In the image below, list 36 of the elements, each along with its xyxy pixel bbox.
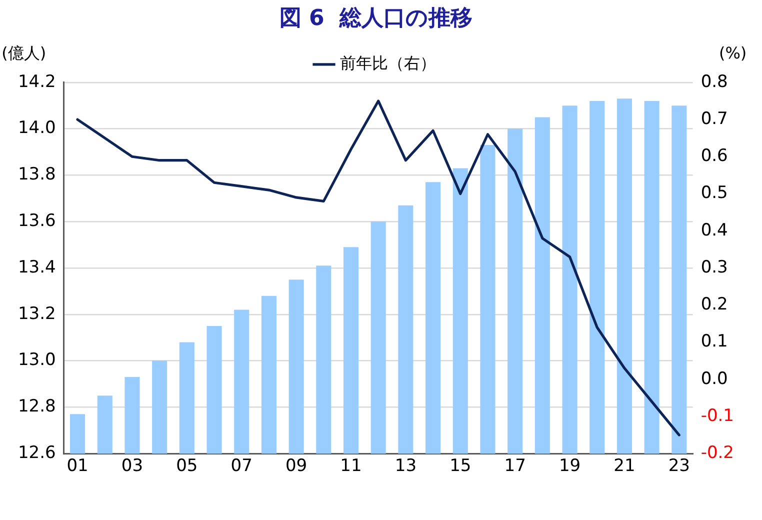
x-tick-label: 07 <box>230 456 252 476</box>
y2-tick-label: -0.1 <box>700 406 734 426</box>
y-tick-label: 12.8 <box>18 396 56 417</box>
x-tick-label: 09 <box>285 456 308 476</box>
y2-tick-label: 0.1 <box>700 332 728 352</box>
x-tick-label: 05 <box>176 456 198 476</box>
x-tick-label: 11 <box>340 456 362 476</box>
x-tick-label: 03 <box>121 456 144 476</box>
y-tick-label: 13.2 <box>18 304 56 324</box>
x-tick-label: 17 <box>504 456 526 476</box>
y-tick-label: 13.8 <box>18 164 56 185</box>
y2-tick-label: 0.5 <box>700 183 728 204</box>
y2-tick-label: 0.7 <box>700 108 728 129</box>
chart-title: 図 6 総人口の推移 <box>279 6 473 31</box>
y-tick-label: 14.2 <box>18 72 56 92</box>
y-tick-label: 13.0 <box>18 350 56 370</box>
y2-tick-label: 0.2 <box>700 294 728 315</box>
y-tick-label: 12.6 <box>18 443 56 464</box>
y-tick-label: 13.4 <box>18 257 56 278</box>
x-tick-label: 23 <box>668 456 690 476</box>
y2-axis-title: (%) <box>718 44 747 63</box>
x-tick-label: 15 <box>450 456 472 476</box>
y2-tick-label: 0.4 <box>700 220 728 240</box>
y-tick-label: 14.0 <box>18 118 56 138</box>
x-tick-label: 01 <box>66 456 88 476</box>
y2-tick-label: -0.2 <box>700 443 734 464</box>
y-tick-label: 13.6 <box>18 211 56 232</box>
y2-tick-label: 0.6 <box>700 146 728 166</box>
x-tick-label: 13 <box>394 456 417 476</box>
y2-tick-label: 0.0 <box>700 368 728 389</box>
x-tick-label: 21 <box>614 456 636 476</box>
y2-tick-label: 0.3 <box>700 257 728 278</box>
legend-label: 前年比（右） <box>340 54 436 73</box>
y-axis-title: (億人) <box>2 44 46 63</box>
x-tick-label: 19 <box>558 456 581 476</box>
y2-tick-label: 0.8 <box>700 72 728 92</box>
